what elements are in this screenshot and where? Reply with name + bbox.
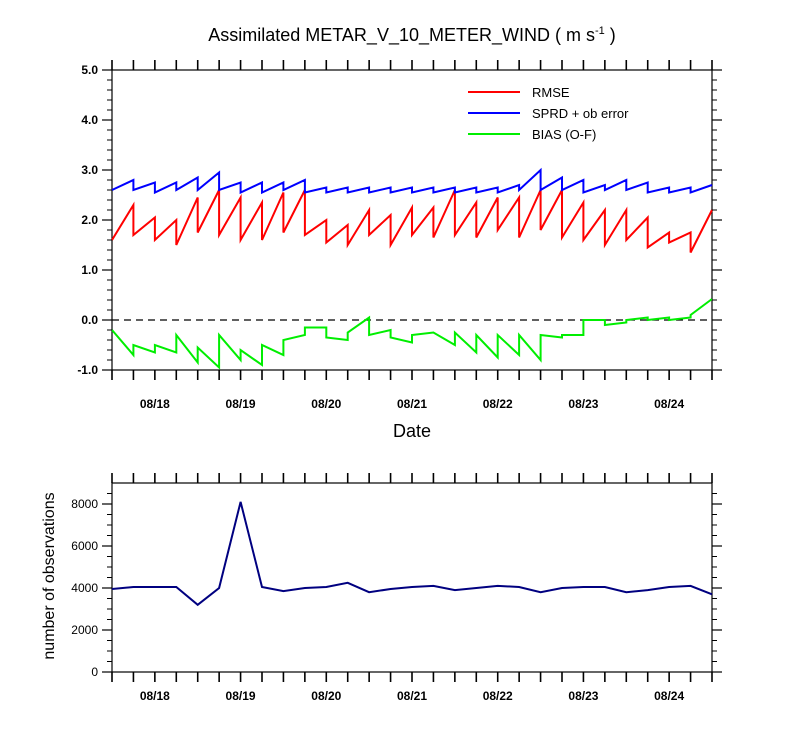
legend-label: SPRD + ob error — [532, 106, 629, 121]
sprd-line — [111, 167, 713, 195]
bottom-x-tick-label: 08/22 — [483, 689, 513, 703]
rmse-line — [111, 189, 713, 253]
bottom-x-tick-label: 08/20 — [311, 689, 341, 703]
top-x-tick-label: 08/19 — [226, 397, 256, 411]
top-y-tick-label: 4.0 — [81, 113, 98, 127]
bottom-plot-area — [111, 473, 713, 682]
bottom-y-axis: 8000 6000 4000 2000 0 — [71, 493, 722, 679]
top-y-tick-label: 1.0 — [81, 263, 98, 277]
top-y-tick-label: 0.0 — [81, 313, 98, 327]
top-x-tick-label: 08/20 — [311, 397, 341, 411]
bottom-x-tick-label: 08/21 — [397, 689, 427, 703]
top-x-tick-label: 08/18 — [140, 397, 170, 411]
top-y-tick-label: 5.0 — [81, 63, 98, 77]
top-x-tick-label: 08/24 — [654, 397, 684, 411]
bottom-frame-border — [111, 482, 713, 673]
top-x-tick-label: 08/23 — [568, 397, 598, 411]
top-x-tick-label: 08/21 — [397, 397, 427, 411]
bottom-x-tick-label: 08/19 — [226, 689, 256, 703]
bottom-y-tick-label: 8000 — [71, 497, 98, 511]
chart-title: Assimilated METAR_V_10_METER_WIND ( m s-… — [208, 25, 616, 46]
bottom-x-tick-label: 08/23 — [568, 689, 598, 703]
observations-line — [111, 501, 713, 607]
top-x-axis: 08/18 08/19 08/20 08/21 08/22 08/23 08/24 — [140, 397, 685, 411]
bottom-x-tick-label: 08/18 — [140, 689, 170, 703]
top-x-tick-label: 08/22 — [483, 397, 513, 411]
y-axis-title: number of observations — [41, 492, 58, 659]
legend-label: RMSE — [532, 85, 570, 100]
bottom-y-tick-label: 4000 — [71, 581, 98, 595]
x-axis-title: Date — [393, 421, 431, 441]
bottom-x-tick-label: 08/24 — [654, 689, 684, 703]
legend: RMSE SPRD + ob error BIAS (O-F) — [468, 85, 629, 142]
bottom-series-line — [111, 501, 713, 607]
top-y-tick-label: -1.0 — [77, 363, 98, 377]
bias-line — [111, 298, 713, 370]
bottom-y-tick-label: 2000 — [71, 623, 98, 637]
top-y-axis: 5.0 4.0 3.0 2.0 1.0 0.0 -1.0 — [77, 63, 722, 377]
top-y-tick-label: 3.0 — [81, 163, 98, 177]
bottom-y-tick-label: 0 — [91, 665, 98, 679]
bottom-y-tick-label: 6000 — [71, 539, 98, 553]
legend-label: BIAS (O-F) — [532, 127, 596, 142]
top-y-tick-label: 2.0 — [81, 213, 98, 227]
bottom-x-axis: 08/18 08/19 08/20 08/21 08/22 08/23 08/24 — [140, 689, 685, 703]
top-series-lines — [111, 167, 713, 370]
